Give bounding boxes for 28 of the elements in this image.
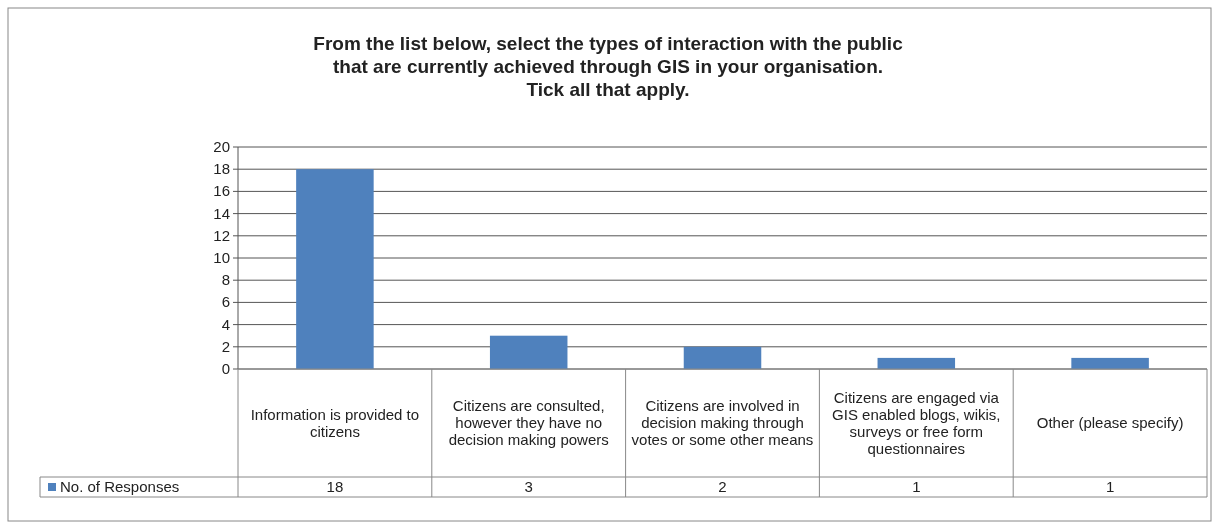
x-tick-label: Citizens are engaged via GIS enabled blogs, wikis, surveys or free form questionnaires <box>832 388 1001 457</box>
y-tick-label: 18 <box>213 160 230 178</box>
data-label: 3 <box>524 478 533 495</box>
bar <box>296 169 374 369</box>
bar <box>1071 357 1149 369</box>
data-label: 1 <box>1105 478 1115 495</box>
data-label: 18 <box>326 478 344 495</box>
x-tick-label: Citizens are consulted, however they have no decision making powers <box>448 397 609 448</box>
chart-title: From the list below, select the types of interaction with the public that are currently achieved through GIS in your organisation. Tick all that apply. <box>313 33 904 100</box>
x-tick-label: Citizens are involved in decision making through votes or some other means <box>631 397 814 448</box>
bar <box>877 357 956 369</box>
y-tick-label: 6 <box>221 293 230 311</box>
y-tick-label: 10 <box>213 249 230 266</box>
x-tick-label: Other (please specify) <box>1036 414 1184 431</box>
legend-label: No. of Responses <box>60 478 180 495</box>
data-label: 1 <box>912 478 921 495</box>
y-tick-label: 2 <box>221 337 230 355</box>
bar <box>683 346 762 369</box>
y-tick-label: 20 <box>213 138 230 155</box>
y-tick-label: 16 <box>213 182 230 200</box>
y-tick-label: 0 <box>221 360 230 377</box>
y-tick-label: 14 <box>213 204 230 222</box>
x-tick-label: Information is provided to citizens <box>250 405 420 440</box>
y-tick-label: 12 <box>213 226 230 244</box>
data-label: 2 <box>718 478 727 495</box>
y-tick-label: 8 <box>221 271 230 289</box>
bar <box>489 335 568 369</box>
y-tick-label: 4 <box>221 315 230 333</box>
